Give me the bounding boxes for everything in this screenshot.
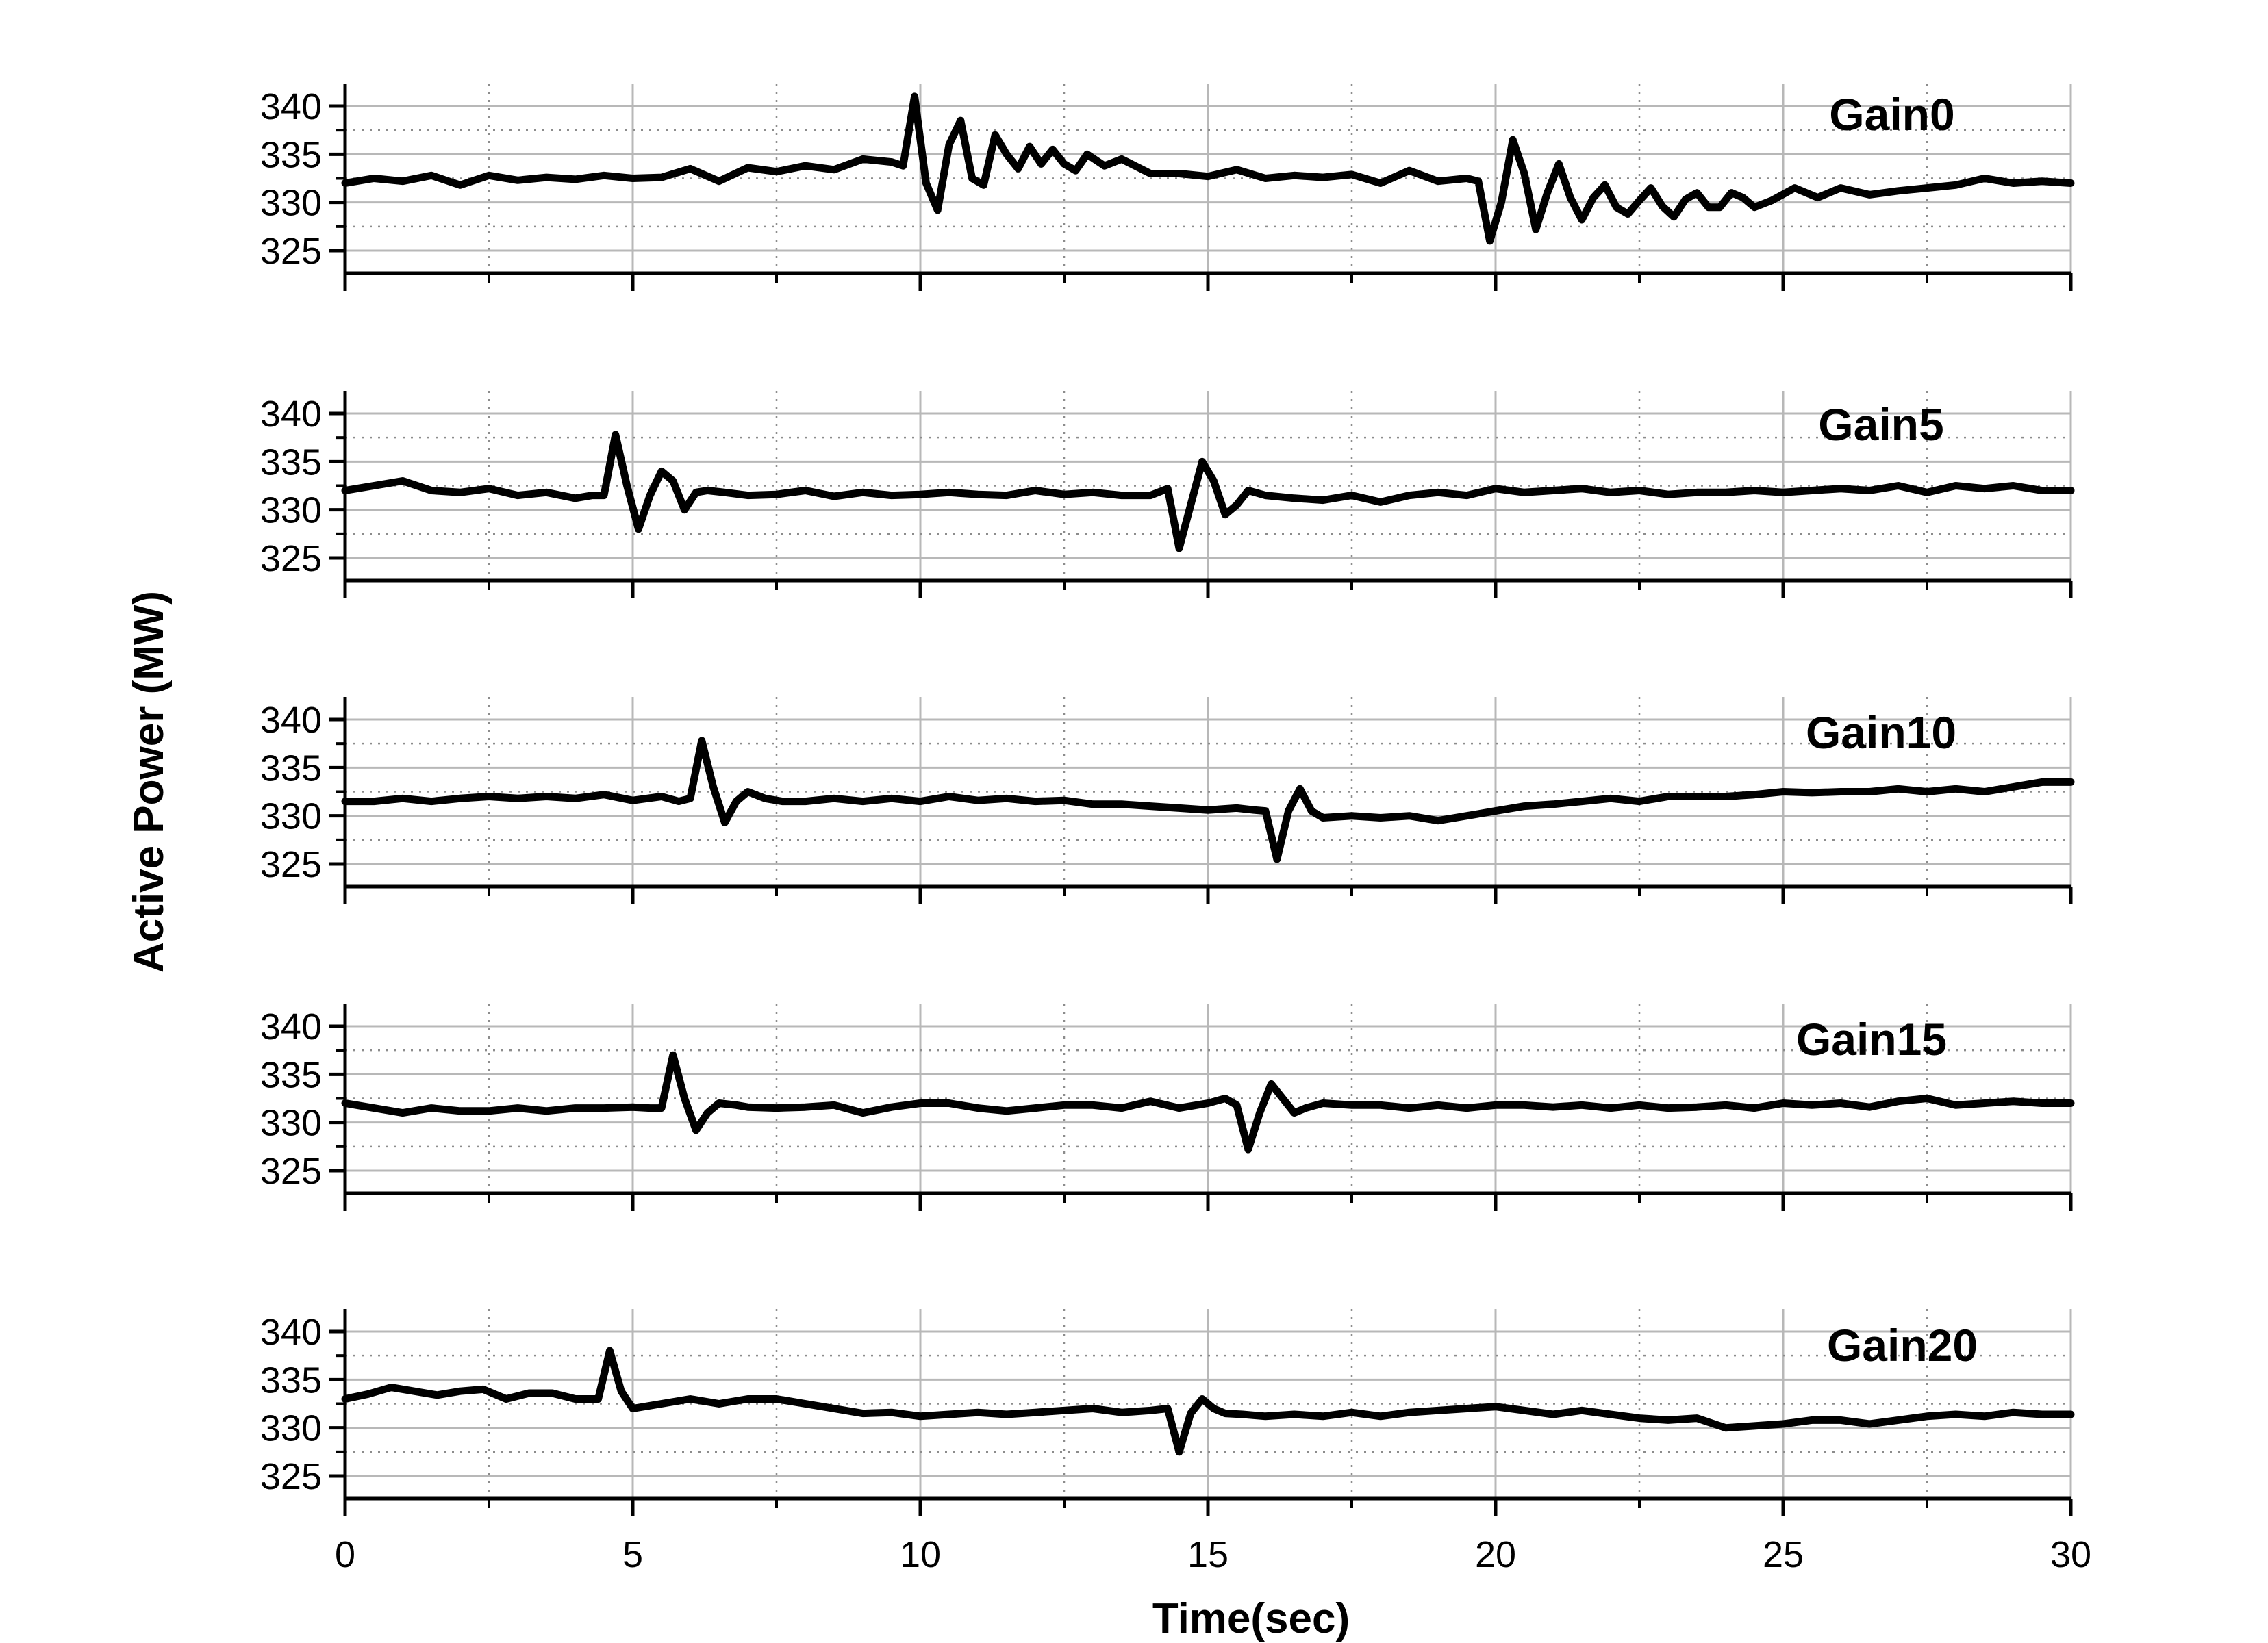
panel-3: 340 335 330 325 Gain10 — [260, 697, 2075, 904]
y-tick-label: 325 — [260, 844, 322, 885]
panel-label: Gain10 — [1806, 707, 1956, 758]
x-tick-label: 0 — [335, 1534, 355, 1575]
x-axis-title: Time(sec) — [1152, 1595, 1350, 1642]
y-tick-label: 330 — [260, 490, 322, 531]
x-tick-label: 25 — [1763, 1534, 1804, 1575]
x-tick-label: 5 — [622, 1534, 643, 1575]
y-tick-label: 340 — [260, 1312, 322, 1353]
y-tick-label: 325 — [260, 538, 322, 579]
y-tick-label: 335 — [260, 1054, 322, 1095]
panel-4: 340 335 330 325 Gain15 — [260, 1004, 2075, 1211]
y-tick-label: 325 — [260, 1456, 322, 1497]
y-tick-label: 325 — [260, 231, 322, 272]
panel-5: 340 335 330 325 Gain20 — [260, 1309, 2075, 1516]
panel-label: Gain20 — [1827, 1320, 1978, 1371]
series-line-gain5 — [341, 431, 2075, 552]
panel-label: Gain15 — [1796, 1014, 1947, 1065]
x-tick-label: 10 — [900, 1534, 941, 1575]
series-line-gain15 — [341, 1051, 2075, 1154]
y-tick-label: 335 — [260, 1360, 322, 1401]
panel-label: Gain0 — [1829, 89, 1954, 140]
y-tick-label: 340 — [260, 1006, 322, 1047]
y-tick-label: 325 — [260, 1151, 322, 1192]
y-tick-label: 340 — [260, 700, 322, 741]
y-tick-label: 330 — [260, 1103, 322, 1144]
y-tick-label: 335 — [260, 134, 322, 175]
x-tick-label: 20 — [1475, 1534, 1516, 1575]
panel-1: 340 335 330 325 Gain0 — [260, 84, 2075, 291]
y-tick-label: 330 — [260, 796, 322, 837]
x-tick-label: 30 — [2050, 1534, 2091, 1575]
y-tick-label: 330 — [260, 1408, 322, 1449]
series-line-gain0 — [341, 92, 2075, 245]
y-tick-label: 340 — [260, 394, 322, 435]
series-line-gain10 — [341, 737, 2075, 863]
x-tick-labels: 0 5 10 15 20 25 30 — [335, 1534, 2091, 1575]
panels-layer: 340 335 330 325 Gain0 340 335 330 325 Gain5 340 335… — [260, 84, 2075, 1516]
y-axis-title: Active Power (MW) — [125, 591, 173, 973]
panel-label: Gain5 — [1818, 399, 1943, 450]
y-tick-label: 335 — [260, 442, 322, 483]
x-tick-label: 15 — [1187, 1534, 1228, 1575]
y-tick-label: 340 — [260, 86, 322, 127]
series-line-gain20 — [341, 1347, 2075, 1456]
panel-2: 340 335 330 325 Gain5 — [260, 391, 2075, 598]
y-tick-label: 330 — [260, 183, 322, 224]
y-tick-label: 335 — [260, 748, 322, 789]
